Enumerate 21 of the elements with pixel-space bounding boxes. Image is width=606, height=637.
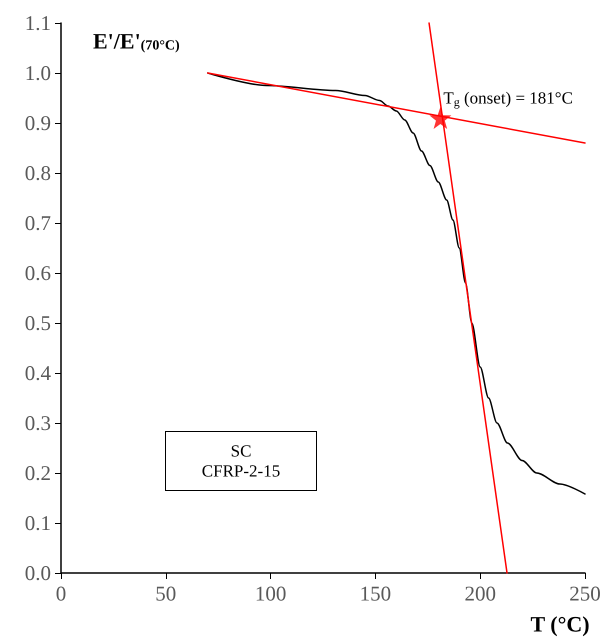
y-axis-title: E'/E'(70°C) (93, 28, 180, 54)
y-tick-label: 1.1 (24, 11, 51, 35)
y-tick-label: 0.5 (24, 311, 51, 335)
y-tick-label: 0.1 (24, 511, 51, 535)
y-tick-label: 0.8 (24, 161, 51, 185)
y-tick-label: 0.7 (24, 211, 51, 235)
y-tick-label: 0.0 (24, 561, 51, 585)
x-tick-label: 250 (569, 582, 601, 606)
x-tick-label: 150 (360, 582, 392, 606)
y-tick-label: 0.2 (24, 461, 51, 485)
x-tick-label: 50 (155, 582, 176, 606)
x-tick-label: 100 (254, 582, 286, 606)
x-tick-label: 0 (56, 582, 66, 606)
y-tick-label: 0.6 (24, 261, 51, 285)
y-tick-label: 0.3 (24, 411, 51, 435)
y-tick-label: 0.9 (24, 111, 51, 135)
y-tick-label: 1.0 (24, 61, 51, 85)
annotation: SC CFRP-2-15 (202, 442, 280, 480)
y-tick-label: 0.4 (24, 361, 52, 385)
x-tick-label: 200 (464, 582, 496, 606)
x-axis-title: T (°C) (530, 612, 590, 636)
